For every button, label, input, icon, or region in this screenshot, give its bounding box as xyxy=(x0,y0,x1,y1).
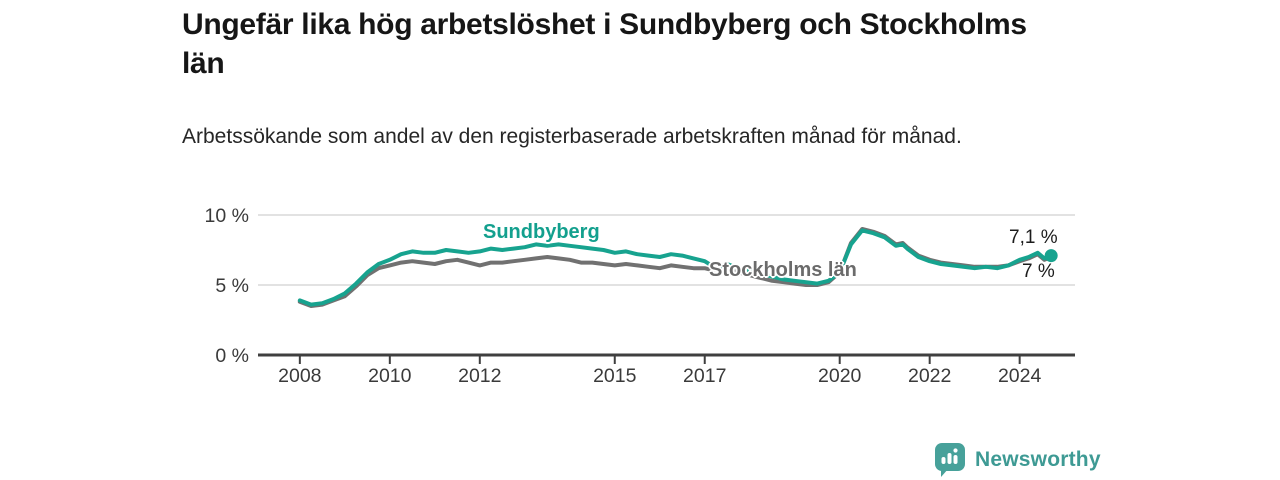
y-tick-label: 10 % xyxy=(205,205,249,227)
series-end-dot xyxy=(1044,249,1058,263)
x-tick-label: 2020 xyxy=(818,365,862,387)
series-label-stockholms-lan: Stockholms län xyxy=(709,259,857,281)
newsworthy-logo-text: Newsworthy xyxy=(975,447,1101,471)
newsworthy-logo-icon xyxy=(935,443,965,477)
x-tick-label: 2017 xyxy=(683,365,726,387)
x-tick-label: 2024 xyxy=(998,365,1042,387)
x-tick-label: 2022 xyxy=(908,365,951,387)
x-tick-label: 2015 xyxy=(593,365,637,387)
series-label-sundbyberg: Sundbyberg xyxy=(483,221,600,243)
end-value-label-sundbyberg: 7,1 % xyxy=(1009,227,1058,248)
x-tick-label: 2008 xyxy=(278,365,321,387)
end-value-label-stockholms-lan: 7 % xyxy=(1022,261,1055,282)
chart-title: Ungefär lika hög arbetslöshet i Sundbybe… xyxy=(182,8,1027,80)
y-tick-label: 5 % xyxy=(215,275,249,297)
newsworthy-logo: Newsworthy xyxy=(934,441,1101,478)
x-tick-label: 2012 xyxy=(458,365,501,387)
bar-chart-icon xyxy=(941,448,958,464)
series-line-stockholms-l-n xyxy=(297,227,1054,308)
x-tick-label: 2010 xyxy=(368,365,412,387)
chart-subtitle: Arbetssökande som andel av den registerb… xyxy=(182,125,962,148)
series-line-sundbyberg xyxy=(297,228,1054,307)
y-tick-label: 0 % xyxy=(215,345,249,367)
